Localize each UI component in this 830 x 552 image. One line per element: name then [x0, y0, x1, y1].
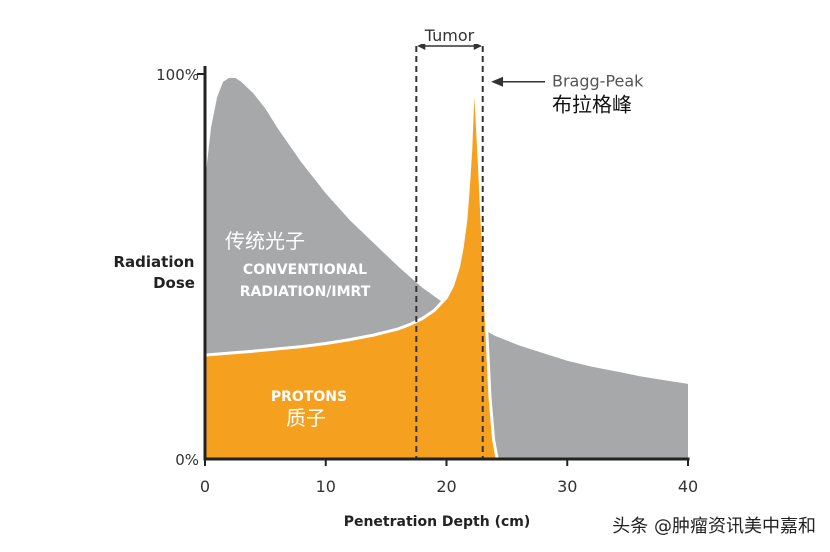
watermark: 头条 @肿瘤资讯美中嘉和: [612, 516, 816, 537]
y-tick-label-top: 100%: [156, 66, 199, 84]
conventional-label-line1: CONVENTIONAL: [243, 262, 367, 278]
x-tick-label: 10: [316, 477, 336, 496]
bragg-peak-callout: Bragg-Peak 布拉格峰: [491, 72, 644, 117]
protons-label: PROTONS: [271, 389, 347, 405]
x-tick-label: 30: [557, 477, 577, 496]
x-tick-label: 20: [436, 477, 456, 496]
x-axis-label: Penetration Depth (cm): [344, 514, 531, 530]
series-labels: 传统光子 CONVENTIONAL RADIATION/IMRT PROTONS…: [225, 229, 371, 430]
y-axis-label-line2: Dose: [153, 274, 195, 292]
x-axis-ticks: 0 10 20 30 40: [200, 459, 698, 496]
y-axis-label-line1: Radiation: [114, 253, 195, 271]
bragg-peak-label: Bragg-Peak: [552, 72, 644, 91]
tumor-region: Tumor: [415, 26, 484, 459]
x-tick-label: 0: [200, 477, 210, 496]
bragg-peak-arrowhead: [491, 76, 504, 87]
tumor-label: Tumor: [424, 26, 475, 45]
tumor-label-background: [419, 26, 480, 44]
axes: 0 10 20 30 40 100% 0% Radiation Dose Penetra…: [114, 66, 698, 530]
protons-label-zh: 质子: [286, 406, 326, 430]
plot-areas: [203, 77, 688, 461]
bragg-peak-label-zh: 布拉格峰: [552, 93, 632, 117]
x-tick-label: 40: [678, 477, 698, 496]
conventional-label-zh: 传统光子: [225, 229, 305, 253]
y-tick-label-bottom: 0%: [175, 451, 199, 469]
protons-area: [203, 80, 499, 461]
conventional-label-line2: RADIATION/IMRT: [240, 284, 371, 300]
